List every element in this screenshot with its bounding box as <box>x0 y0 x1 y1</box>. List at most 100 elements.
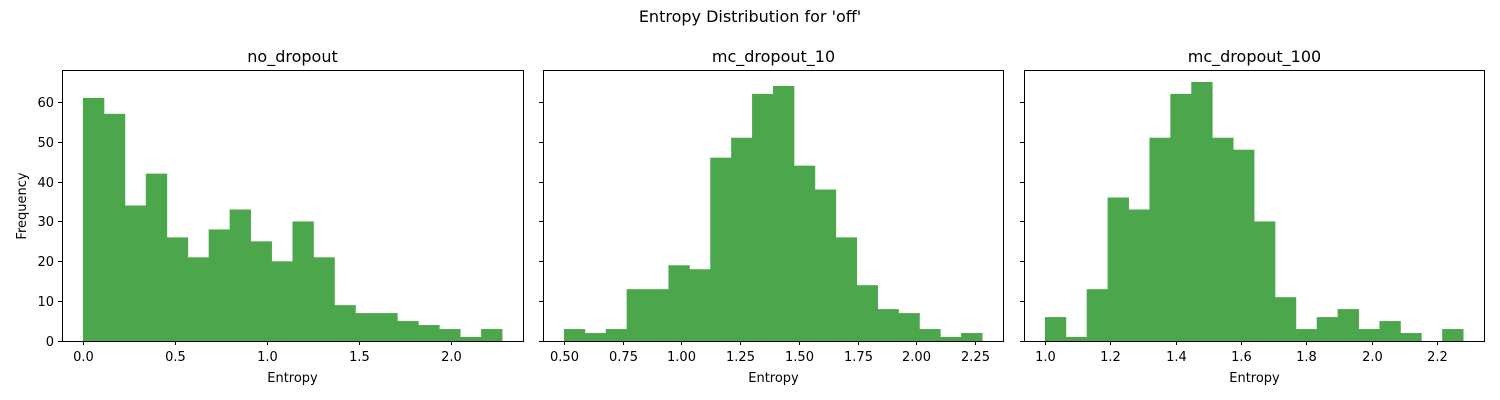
x-tick-label: 2.00 <box>902 350 931 365</box>
histogram-bar <box>103 113 126 341</box>
y-tick-label: 50 <box>37 136 54 151</box>
y-tick-label: 20 <box>37 255 54 270</box>
panel-title: mc_dropout_100 <box>1188 47 1321 67</box>
x-tick-label: 2.0 <box>441 350 462 365</box>
histogram-bar <box>1337 309 1359 341</box>
histogram-bar <box>292 221 314 341</box>
y-tick-label: 30 <box>37 215 54 230</box>
histogram-bar <box>1400 333 1422 341</box>
x-tick-label: 0.5 <box>165 350 186 365</box>
histogram-bar <box>1379 321 1401 341</box>
histogram-bar <box>793 165 816 341</box>
histogram-bar <box>940 337 962 341</box>
x-axis-ticks: 0.50 0.75 1.00 1.25 1.50 1.75 2.00 2.25 <box>550 341 990 365</box>
panel-mc-dropout-10: mc_dropout_10 0.50 0.75 1.00 1.25 1.50 1.75 2.… <box>539 47 1004 386</box>
histogram-bar <box>773 85 795 341</box>
histogram-bar <box>877 309 899 341</box>
histogram-bar <box>856 285 878 341</box>
y-tick-label: 60 <box>37 96 54 111</box>
histogram-bar <box>1044 317 1067 341</box>
histogram-bar <box>460 337 482 341</box>
histogram-bar <box>1254 221 1276 341</box>
x-axis-ticks: 0.0 0.5 1.0 1.5 2.0 <box>73 341 462 365</box>
histogram-bar <box>1065 337 1088 341</box>
x-tick-label: 1.6 <box>1231 350 1252 365</box>
x-axis-label: Entropy <box>267 371 318 386</box>
histogram-bar <box>481 329 503 341</box>
histogram-bars <box>82 97 503 342</box>
histogram-bar <box>647 289 669 341</box>
x-tick-label: 2.0 <box>1362 350 1383 365</box>
histogram-bar <box>208 229 231 341</box>
histogram-bar <box>710 157 732 341</box>
x-tick-label: 2.2 <box>1427 350 1448 365</box>
axes-frame <box>1024 70 1485 342</box>
y-tick-label: 0 <box>46 335 54 350</box>
histogram-bar <box>82 97 105 342</box>
histogram-bars <box>563 85 983 341</box>
histogram-bar <box>1316 317 1339 341</box>
histogram-bar <box>397 321 419 341</box>
histogram-bar <box>668 265 690 341</box>
histogram-bar <box>124 205 147 341</box>
histogram-bar <box>1233 149 1255 341</box>
panel-no-dropout: no_dropout 0.0 0.5 1.0 1.5 2.0 0 10 20 30 40 50 60… <box>15 47 524 386</box>
histogram-bar <box>229 209 251 341</box>
histogram-bar <box>814 189 837 341</box>
panel-title: no_dropout <box>247 47 337 67</box>
histogram-bar <box>1128 209 1150 341</box>
y-axis-ticks: 0 10 20 30 40 50 60 <box>37 96 62 350</box>
histogram-bar <box>1170 93 1192 341</box>
x-tick-label: 1.25 <box>726 350 755 365</box>
x-tick-label: 2.25 <box>961 350 990 365</box>
x-tick-label: 1.75 <box>844 350 873 365</box>
x-tick-label: 1.2 <box>1100 350 1121 365</box>
histogram-bar <box>250 241 272 341</box>
x-tick-label: 1.00 <box>667 350 696 365</box>
histogram-bar <box>187 257 210 341</box>
histogram-bar <box>961 333 983 341</box>
x-tick-label: 1.0 <box>1035 350 1056 365</box>
x-tick-label: 1.4 <box>1166 350 1187 365</box>
histogram-bar <box>1212 137 1234 341</box>
histogram-bar <box>334 305 356 341</box>
axes-frame <box>62 70 524 342</box>
y-axis-ticks <box>1020 102 1024 342</box>
x-tick-label: 0.75 <box>609 350 638 365</box>
x-tick-label: 1.5 <box>349 350 370 365</box>
histogram-bar <box>1274 297 1297 341</box>
histogram-bar <box>898 313 920 341</box>
histogram-bar <box>1358 329 1380 341</box>
histogram-bar <box>1295 329 1318 341</box>
histogram-bar <box>1149 137 1171 341</box>
histogram-bar <box>145 173 168 341</box>
histogram-bar <box>563 329 586 341</box>
histogram-bar <box>313 257 335 341</box>
panel-title: mc_dropout_10 <box>712 47 835 67</box>
histogram-bar <box>1107 197 1129 341</box>
histogram-bar <box>752 93 774 341</box>
histogram-bar <box>1086 289 1109 341</box>
x-tick-label: 1.8 <box>1296 350 1317 365</box>
histogram-bar <box>731 137 753 341</box>
x-tick-label: 1.0 <box>257 350 278 365</box>
x-tick-label: 1.50 <box>785 350 814 365</box>
histogram-bar <box>835 237 858 341</box>
histogram-bar <box>418 325 440 341</box>
histogram-bar <box>439 329 461 341</box>
y-tick-label: 40 <box>37 176 54 191</box>
y-tick-label: 10 <box>37 295 54 310</box>
histogram-bar <box>1442 329 1464 341</box>
histogram-bar <box>919 329 941 341</box>
histogram-bar <box>355 313 377 341</box>
x-axis-label: Entropy <box>748 371 799 386</box>
histogram-bar <box>1191 81 1213 342</box>
x-axis-ticks: 1.0 1.2 1.4 1.6 1.8 2.0 2.2 <box>1035 341 1448 365</box>
histogram-bar <box>689 269 711 341</box>
x-tick-label: 0.0 <box>73 350 94 365</box>
axes-frame <box>543 70 1004 342</box>
y-axis-label: Frequency <box>15 172 30 239</box>
histogram-bar <box>605 329 628 341</box>
figure-suptitle: Entropy Distribution for 'off' <box>639 7 861 26</box>
